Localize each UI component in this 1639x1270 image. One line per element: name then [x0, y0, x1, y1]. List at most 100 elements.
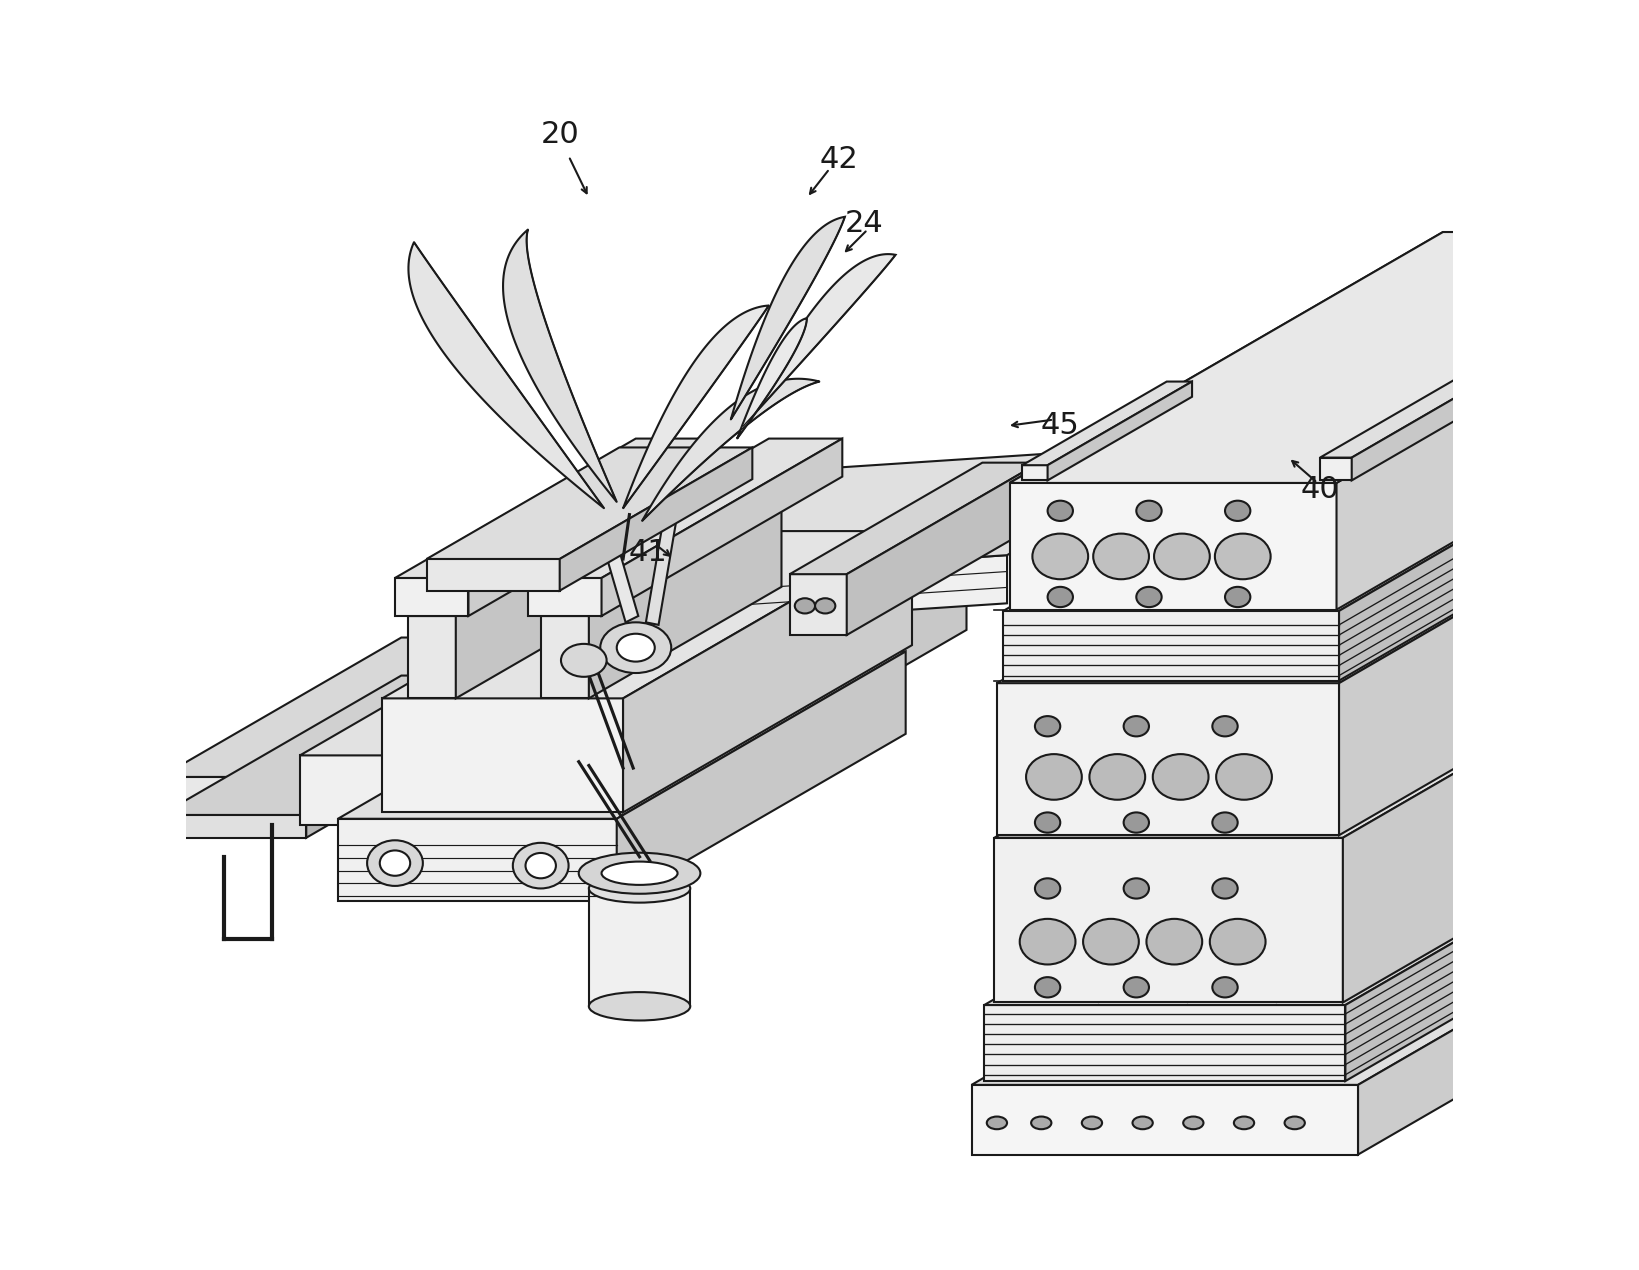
Ellipse shape [602, 861, 677, 885]
Ellipse shape [380, 851, 410, 876]
Polygon shape [1023, 465, 1047, 480]
Polygon shape [642, 378, 820, 521]
Ellipse shape [513, 843, 569, 889]
Polygon shape [1047, 381, 1192, 480]
Ellipse shape [588, 874, 690, 903]
Polygon shape [972, 806, 1639, 1085]
Polygon shape [161, 676, 547, 815]
Polygon shape [623, 555, 1006, 629]
Ellipse shape [1213, 977, 1237, 997]
Polygon shape [1003, 359, 1639, 611]
Ellipse shape [1124, 813, 1149, 833]
Ellipse shape [1047, 587, 1074, 607]
Ellipse shape [1210, 919, 1265, 964]
Polygon shape [1003, 611, 1339, 681]
Ellipse shape [1090, 754, 1146, 800]
Ellipse shape [1213, 879, 1237, 899]
Polygon shape [426, 559, 561, 591]
Polygon shape [1346, 754, 1639, 1081]
Polygon shape [408, 243, 605, 508]
Ellipse shape [1234, 1116, 1254, 1129]
Ellipse shape [588, 992, 690, 1021]
Polygon shape [616, 652, 906, 902]
Ellipse shape [1026, 754, 1082, 800]
Polygon shape [997, 432, 1639, 683]
Ellipse shape [561, 644, 606, 677]
Polygon shape [161, 777, 306, 813]
Polygon shape [646, 495, 680, 625]
Text: 42: 42 [820, 145, 857, 174]
Polygon shape [847, 462, 1039, 635]
Polygon shape [306, 638, 547, 813]
Ellipse shape [1082, 1116, 1101, 1129]
Ellipse shape [1124, 716, 1149, 737]
Polygon shape [528, 578, 602, 616]
Polygon shape [338, 819, 616, 902]
Polygon shape [1319, 373, 1496, 457]
Text: 45: 45 [1041, 411, 1080, 441]
Ellipse shape [1031, 1116, 1051, 1129]
Ellipse shape [1047, 500, 1074, 521]
Polygon shape [541, 504, 782, 616]
Ellipse shape [795, 598, 815, 613]
Ellipse shape [1136, 500, 1162, 521]
Polygon shape [1010, 483, 1336, 610]
Polygon shape [395, 438, 710, 578]
Polygon shape [623, 443, 1200, 580]
Polygon shape [731, 217, 844, 419]
Polygon shape [1010, 232, 1639, 483]
Ellipse shape [1216, 754, 1272, 800]
Polygon shape [585, 476, 638, 622]
Ellipse shape [1033, 533, 1088, 579]
Polygon shape [995, 587, 1639, 838]
Polygon shape [528, 438, 842, 578]
Ellipse shape [1124, 977, 1149, 997]
Ellipse shape [815, 598, 836, 613]
Polygon shape [985, 1005, 1346, 1081]
Polygon shape [161, 815, 306, 838]
Polygon shape [561, 447, 752, 591]
Ellipse shape [1133, 1116, 1152, 1129]
Polygon shape [623, 306, 769, 508]
Polygon shape [1336, 232, 1639, 610]
Polygon shape [588, 504, 782, 698]
Polygon shape [382, 531, 911, 699]
Polygon shape [629, 560, 967, 826]
Polygon shape [602, 438, 842, 616]
Polygon shape [738, 319, 806, 438]
Ellipse shape [1213, 813, 1237, 833]
Ellipse shape [1019, 919, 1075, 964]
Ellipse shape [1034, 977, 1060, 997]
Polygon shape [972, 1085, 1359, 1154]
Ellipse shape [1224, 500, 1251, 521]
Ellipse shape [1034, 716, 1060, 737]
Polygon shape [1010, 232, 1639, 483]
Polygon shape [744, 254, 895, 425]
Polygon shape [408, 616, 456, 698]
Polygon shape [300, 560, 967, 756]
Polygon shape [1359, 806, 1639, 1154]
Polygon shape [161, 638, 547, 777]
Ellipse shape [1083, 919, 1139, 964]
Ellipse shape [987, 1116, 1006, 1129]
Polygon shape [541, 616, 588, 698]
Text: 24: 24 [844, 208, 883, 237]
Ellipse shape [1152, 754, 1208, 800]
Text: 40: 40 [1301, 475, 1339, 504]
Polygon shape [408, 504, 649, 616]
Polygon shape [790, 574, 847, 635]
Polygon shape [1339, 359, 1639, 681]
Ellipse shape [526, 853, 556, 879]
Polygon shape [995, 838, 1342, 1002]
Ellipse shape [1224, 587, 1251, 607]
Polygon shape [588, 889, 690, 1006]
Polygon shape [1023, 381, 1192, 465]
Ellipse shape [1136, 587, 1162, 607]
Ellipse shape [579, 852, 700, 894]
Polygon shape [985, 754, 1639, 1005]
Polygon shape [395, 578, 469, 616]
Text: 20: 20 [541, 119, 579, 149]
Ellipse shape [1093, 533, 1149, 579]
Ellipse shape [1146, 919, 1201, 964]
Polygon shape [338, 652, 906, 819]
